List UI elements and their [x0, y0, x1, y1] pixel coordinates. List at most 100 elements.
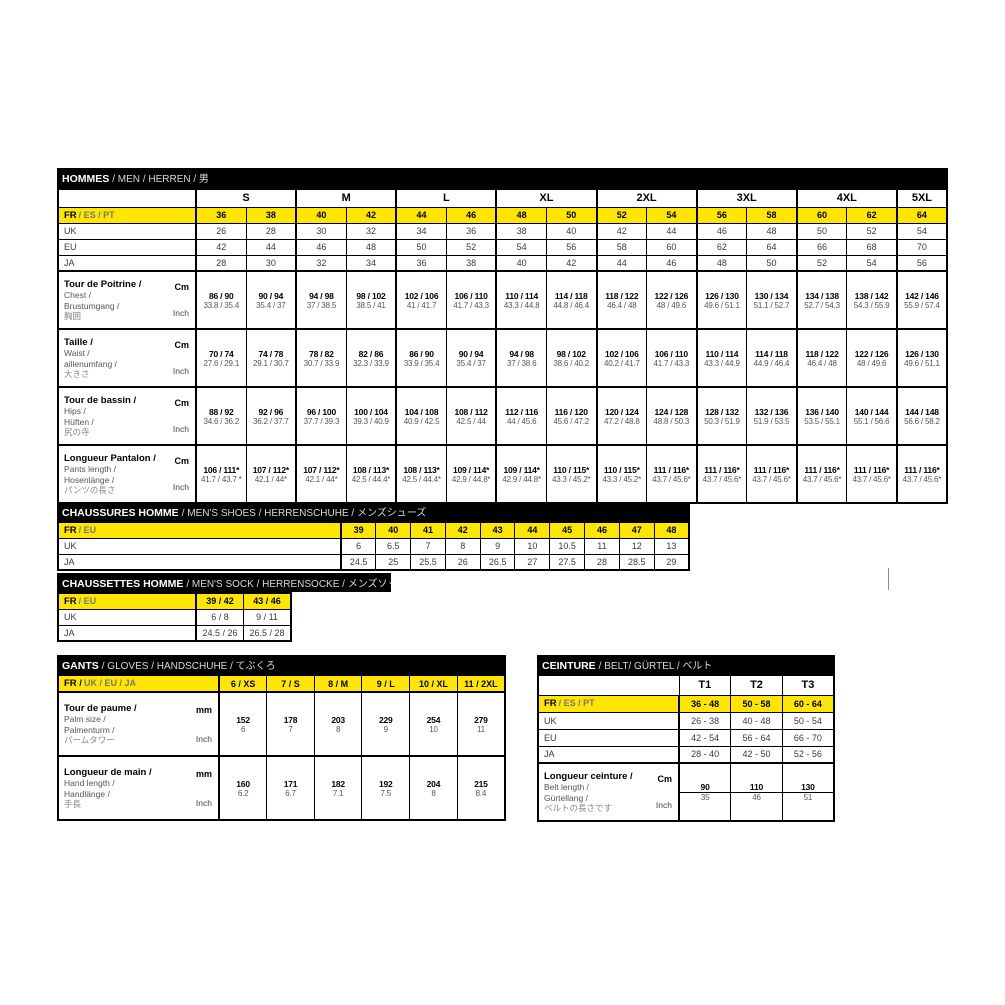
block-label-line: aillenumfang / — [64, 358, 117, 369]
size-value-cell: 70 — [895, 238, 948, 256]
value-bottom: 43.3 / 44.9 — [704, 358, 740, 368]
value-top: 112 / 116 — [505, 406, 539, 417]
value-bottom: 9 — [383, 724, 388, 734]
gloves-title-main: GANTS — [62, 660, 99, 672]
value-top: 229 — [379, 714, 393, 725]
row-label-primary: FR — [64, 209, 77, 221]
measurement-value-cell: 90 / 94 35.4 / 37 — [245, 270, 297, 330]
value-top: 107 / 112* — [252, 464, 289, 475]
row-label-secondary: / ES / PT — [558, 698, 595, 708]
size-group-row: S M L XL 2XL 3XL 4XL 5XL — [57, 188, 948, 208]
size-value-cell: 60 — [646, 238, 698, 256]
size-row-ja: JA 28 - 40 42 - 50 52 - 56 — [537, 745, 835, 764]
value-bottom: 7.5 — [380, 788, 392, 798]
socks-title-main: CHAUSSETTES HOMME — [62, 578, 184, 590]
size-value-cell: 44 — [595, 254, 648, 272]
value-top: 104 / 108 — [404, 406, 439, 417]
value-bottom: 43.7 / 45.6* — [802, 474, 842, 484]
block-label-fr: Tour de paume / — [64, 702, 137, 714]
measurement-value-cell: 215 8.4 — [456, 755, 506, 821]
measurement-value-cell: 132 / 136 51.9 / 53.5 — [746, 386, 798, 446]
value-top: 279 — [474, 714, 488, 725]
size-value-cell: 52 — [846, 222, 898, 240]
unit-bottom-label: Inch — [172, 366, 189, 376]
size-value-cell: 60 - 64 — [781, 694, 835, 713]
measurement-value-cell: 134 / 138 52.7 / 54.3 — [795, 270, 848, 330]
measurement-value-cell: 229 9 — [361, 691, 411, 757]
size-value-cell: 42 - 50 — [730, 745, 783, 764]
size-value-cell: 66 - 70 — [781, 728, 835, 747]
size-value-cell: 11 / 2XL — [456, 674, 506, 693]
value-top: 106 / 110 — [454, 290, 488, 301]
value-bottom: 41.7 / 43.3 — [453, 300, 489, 310]
measurement-value-cell: 136 / 140 53.5 / 55.1 — [795, 386, 848, 446]
measurement-value-cell: 110 / 114 43.3 / 44.9 — [695, 328, 748, 388]
value-top: 118 / 122 — [605, 290, 639, 301]
size-value-cell: 43 / 46 — [243, 592, 292, 610]
value-top: 204 — [426, 778, 441, 789]
value-top: 74 / 78 — [258, 348, 284, 359]
block-label-wrap: Longueur ceinture / Belt length / Gürtella… — [539, 765, 678, 820]
measurement-value-cell: 109 / 114* 42.9 / 44.8* — [445, 444, 497, 504]
size-value-cell: 50 — [746, 254, 798, 272]
size-value-cell: 7 / S — [266, 674, 315, 693]
value-bottom: 46.4 / 48 — [607, 300, 637, 310]
value-bottom: 38.5 / 41 — [356, 300, 386, 310]
fr-label-cell: FR / EU — [57, 592, 197, 610]
value-bottom: 43.7 / 45.6* — [852, 474, 891, 484]
size-value-cell: 40 — [295, 206, 347, 224]
size-value-cell: 62 — [695, 238, 748, 256]
fr-label-cell: FR / UK / EU / JA — [57, 674, 220, 693]
value-bottom: 33.9 / 35.4 — [403, 358, 440, 368]
size-value-cell: 26 — [194, 222, 247, 240]
value-bottom: 42.5 / 44.4* — [351, 474, 391, 484]
value-bottom: 42.5 / 44 — [456, 416, 486, 426]
value-bottom: 43.7 / 45.6* — [652, 474, 691, 484]
measurement-value-cell: 104 / 108 40.9 / 42.5 — [395, 386, 447, 446]
value-bottom: 47.2 / 48.8 — [603, 416, 640, 426]
size-value-cell: 28 — [194, 254, 247, 272]
measurement-value-cell: 108 / 112 42.5 / 44 — [445, 386, 497, 446]
value-top: 110 / 115* — [553, 464, 590, 475]
row-label-cell: JA — [57, 553, 342, 571]
value-bottom: 50.3 / 51.9 — [704, 416, 740, 426]
unit-top-label: Cm — [174, 340, 189, 350]
value-bottom: 7 — [288, 724, 293, 734]
measurement-value-cell: 88 / 92 34.6 / 36.2 — [194, 386, 247, 446]
size-value-cell: 64 — [746, 238, 798, 256]
measurement-value-cell: 100 / 104 39.3 / 40.9 — [345, 386, 397, 446]
size-row-uk: UK 6 6.5 7 8 9 10 10.5 11 12 13 — [57, 537, 690, 555]
value-top: 111 / 116* — [853, 464, 890, 475]
block-label-wrap: Longueur Pantalon / Pants length / Hosenlä… — [59, 447, 195, 502]
measurement-value-cell: 254 10 — [409, 691, 458, 757]
size-group-cell: M — [295, 188, 397, 208]
value-top: 106 / 111* — [203, 464, 240, 475]
measurement-value-cell: 122 / 126 48 / 49.6 — [646, 270, 698, 330]
measurement-value-cell: 110 / 115* 43.3 / 45.2* — [595, 444, 648, 504]
block-units: mm Inch — [196, 695, 214, 753]
row-label-secondary: / EU — [78, 524, 97, 535]
block-label-line: Hips / — [64, 406, 86, 417]
measurement-value-cell: 86 / 90 33.8 / 35.4 — [194, 270, 247, 330]
measurement-value-cell: 152 6 — [218, 691, 268, 757]
size-value-cell: 56 — [895, 254, 948, 272]
value-bottom: 48 / 49.6 — [656, 300, 687, 310]
row-label-cell: UK — [57, 222, 197, 240]
value-bottom: 30.7 / 33.9 — [303, 358, 340, 368]
value-top: 78 / 82 — [309, 348, 334, 359]
row-label-primary: FR — [64, 595, 77, 607]
size-value-cell: 54 — [495, 238, 547, 256]
value-top: 124 / 128 — [654, 406, 689, 417]
row-label-secondary: / EU — [78, 595, 97, 606]
measurement-value-cell: 111 / 116* 43.7 / 45.6* — [895, 444, 948, 504]
value-bottom: 38.6 / 40.2 — [553, 358, 590, 368]
size-value-cell: 45 — [549, 521, 586, 539]
block-label-cell: Tour de paume / Palm size / Palmenturm / パー… — [57, 691, 220, 757]
value-bottom: 53.5 / 55.1 — [804, 416, 840, 426]
value-bottom: 6 — [240, 724, 246, 734]
size-value-cell: 10.5 — [549, 537, 586, 555]
block-label-line: Chest / — [64, 290, 91, 301]
unit-bottom-label: Inch — [195, 797, 212, 808]
